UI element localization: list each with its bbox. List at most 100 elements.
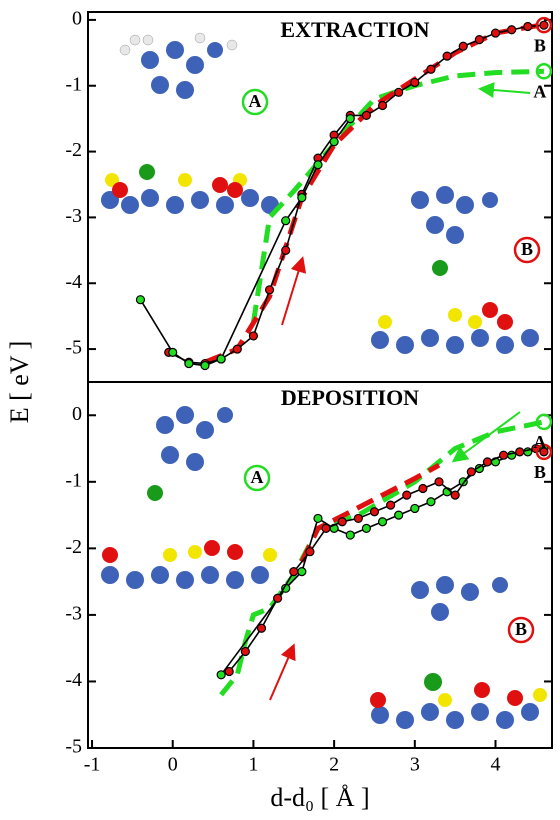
inset-label: A xyxy=(251,467,264,487)
data-point xyxy=(224,666,234,677)
x-tick-label: 0 xyxy=(168,754,178,776)
y-tick-label: -5 xyxy=(65,337,82,359)
end-marker xyxy=(535,63,553,80)
data-point xyxy=(442,51,452,61)
x-tick-label: 1 xyxy=(248,754,258,776)
inset-label-ring xyxy=(241,88,269,116)
data-point xyxy=(418,483,428,494)
end-label: B xyxy=(534,35,546,55)
data-point xyxy=(353,513,363,524)
data-point xyxy=(386,500,396,510)
inset-label-ring xyxy=(243,464,271,492)
data-point xyxy=(168,347,178,357)
plot-frame xyxy=(87,381,553,749)
end-marker xyxy=(535,443,553,461)
data-point xyxy=(200,360,210,371)
x-tick-label: -1 xyxy=(84,754,101,776)
y-tick-label: -4 xyxy=(65,669,82,691)
data-point xyxy=(434,477,444,487)
data-point xyxy=(426,497,436,507)
data-point xyxy=(345,530,355,540)
x-tick-label: 4 xyxy=(491,754,501,776)
inset-label-ring xyxy=(513,236,541,264)
data-point xyxy=(377,517,388,527)
data-point xyxy=(450,490,460,500)
end-label: A xyxy=(533,81,546,101)
data-point xyxy=(361,523,371,534)
series-line xyxy=(139,118,351,367)
data-point xyxy=(337,517,347,527)
data-point xyxy=(507,25,517,35)
y-tick-label: -1 xyxy=(65,469,82,491)
data-point xyxy=(297,567,307,577)
data-point xyxy=(305,547,315,557)
panel-title: DEPOSITION xyxy=(281,385,419,410)
dashed-curve xyxy=(250,68,544,324)
inset-label-ring xyxy=(507,616,535,644)
y-tick-label: -2 xyxy=(65,536,82,558)
data-point xyxy=(313,513,323,524)
end-marker xyxy=(535,16,553,34)
data-point xyxy=(490,28,501,38)
data-point xyxy=(321,523,331,534)
data-point xyxy=(369,507,380,517)
data-point xyxy=(361,110,371,120)
data-point xyxy=(482,457,493,467)
data-point xyxy=(281,216,291,226)
data-point xyxy=(345,114,355,124)
data-point xyxy=(394,87,404,97)
data-point xyxy=(281,245,291,255)
inset-label: B xyxy=(515,619,527,639)
y-tick-label: -4 xyxy=(65,271,82,293)
data-point xyxy=(539,447,549,457)
y-tick-label: -5 xyxy=(65,736,82,758)
data-point xyxy=(289,567,299,577)
inset-label: A xyxy=(249,91,262,111)
insets xyxy=(96,32,547,729)
end-label: B xyxy=(534,462,546,482)
data-point xyxy=(498,450,509,460)
data-point xyxy=(466,467,476,477)
data-point xyxy=(216,354,226,364)
y-tick-label: -3 xyxy=(65,603,82,625)
data-point xyxy=(394,510,404,520)
y-tick-label: -3 xyxy=(65,205,82,227)
data-point xyxy=(426,64,436,74)
end-label: A xyxy=(533,432,546,452)
data-point xyxy=(402,490,412,500)
data-point xyxy=(410,77,420,88)
dashed-curve xyxy=(204,22,545,365)
data-point xyxy=(135,295,146,305)
data-point xyxy=(184,358,194,369)
data-point xyxy=(313,160,323,170)
series-line xyxy=(228,447,545,673)
data-point xyxy=(523,21,533,32)
end-marker xyxy=(535,413,553,431)
data-point xyxy=(264,285,275,295)
data-point xyxy=(297,193,307,203)
data-point xyxy=(539,20,549,30)
data-point xyxy=(458,41,468,51)
x-tick-label: 3 xyxy=(410,754,420,776)
data-point xyxy=(248,331,259,341)
data-point xyxy=(240,646,250,657)
data-point xyxy=(329,137,339,147)
x-tick-label: 2 xyxy=(329,754,339,776)
data-point xyxy=(256,623,267,633)
data-point xyxy=(377,100,388,111)
inset-label: B xyxy=(521,239,533,259)
y-tick-label: -1 xyxy=(65,73,82,95)
x-axis-label: d-d₀ [ Å ] xyxy=(270,783,369,812)
data-point xyxy=(474,35,484,45)
panel-title: EXTRACTION xyxy=(280,17,429,42)
data-point xyxy=(232,344,242,354)
data-point xyxy=(410,503,420,514)
y-tick-label: -2 xyxy=(65,139,82,161)
data-point xyxy=(515,447,525,457)
y-tick-label: 0 xyxy=(72,403,82,425)
y-tick-label: 0 xyxy=(72,7,82,29)
data-point xyxy=(273,593,283,603)
y-axis-label: E [ eV ] xyxy=(5,341,34,424)
dashed-curve xyxy=(299,463,441,563)
